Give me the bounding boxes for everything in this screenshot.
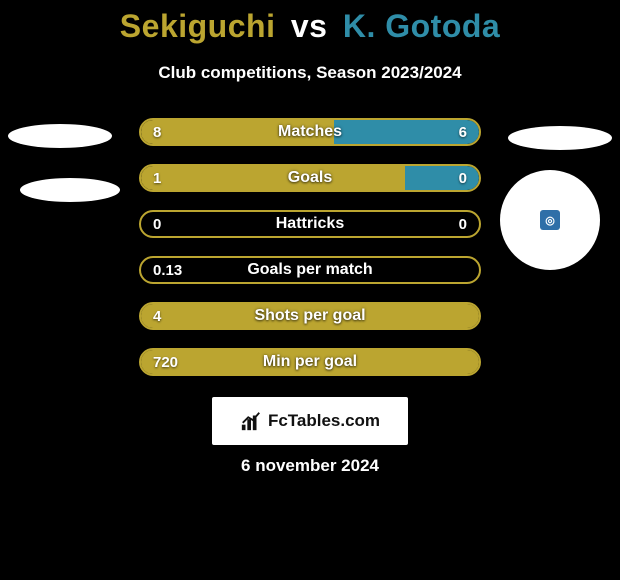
stat-bar: 10Goals [139,164,481,192]
bar-fill-player1 [141,304,479,328]
stat-value-player2: 0 [459,212,467,236]
stat-label: Hattricks [141,212,479,236]
player2-name: K. Gotoda [343,8,500,44]
title-vs: vs [291,8,328,44]
fctables-icon [240,410,262,432]
stat-bar: 720Min per goal [139,348,481,376]
bar-fill-player1 [141,120,334,144]
bar-fill-player2 [405,166,479,190]
bar-fill-player1 [141,350,479,374]
bar-fill-player1 [141,166,405,190]
stat-bar: 4Shots per goal [139,302,481,330]
comparison-title: Sekiguchi vs K. Gotoda [0,0,620,45]
stat-bar: 0 0Hattricks [139,210,481,238]
source-logo-text: FcTables.com [268,411,380,431]
source-logo: FcTables.com [212,397,408,445]
snapshot-date: 6 november 2024 [0,456,620,476]
player1-name: Sekiguchi [120,8,276,44]
subtitle: Club competitions, Season 2023/2024 [0,63,620,83]
bar-fill-player2 [334,120,479,144]
stat-bar: 0.13Goals per match [139,256,481,284]
stats-bars: 86Matches 10Goals 0 0Hattricks 0.13Goals per… [0,118,620,394]
stat-bar: 86Matches [139,118,481,146]
stat-value-player1: 0 [153,212,161,236]
